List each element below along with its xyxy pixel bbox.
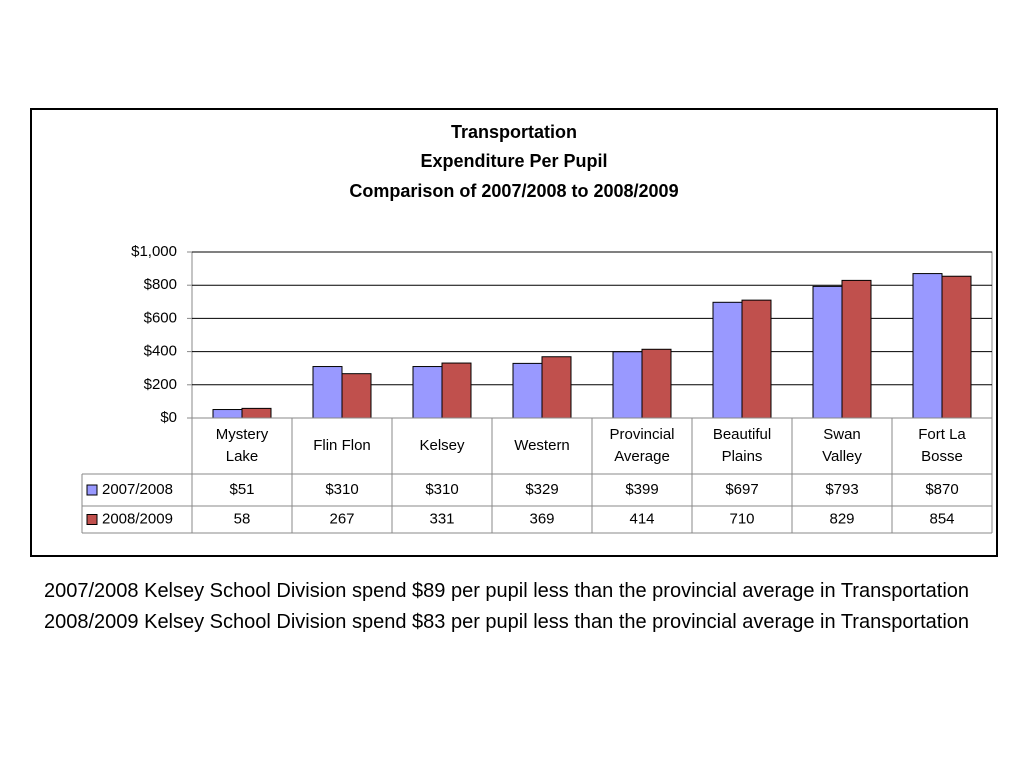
category-label-4-line-1: Western xyxy=(514,437,570,454)
chart-frame: Transportation Expenditure Per Pupil Compa… xyxy=(30,108,998,557)
table-cell-1-2: $310 xyxy=(325,481,358,498)
category-label-1-line-2: Lake xyxy=(226,448,259,465)
bar-1-3 xyxy=(412,366,443,419)
chart-svg: Transportation Expenditure Per Pupil Compa… xyxy=(81,122,993,534)
category-label-3-line-1: Kelsey xyxy=(419,437,465,454)
y-tick-label-0: $0 xyxy=(160,409,177,426)
y-tick-label-2: $400 xyxy=(144,343,177,360)
bar-2-1 xyxy=(241,407,272,419)
category-label-5-line-1: Provincial xyxy=(609,426,674,443)
table-cell-1-7: $793 xyxy=(825,481,858,498)
bar-1-1 xyxy=(212,409,243,419)
category-label-7-line-2: Valley xyxy=(822,448,862,465)
table-cell-1-3: $310 xyxy=(425,481,458,498)
chart-title-line-3: Comparison of 2007/2008 to 2008/2009 xyxy=(349,181,678,201)
y-tick-label-1: $200 xyxy=(144,376,177,393)
category-label-7-line-1: Swan xyxy=(823,426,861,443)
table-cell-1-4: $329 xyxy=(525,481,558,498)
legend-label-1: 2007/2008 xyxy=(102,481,173,498)
bar-2-5 xyxy=(641,348,672,419)
note-2007-2008: 2007/2008 Kelsey School Division spend $… xyxy=(44,580,970,602)
legend-swatch-1 xyxy=(86,484,98,496)
legend-label-2: 2008/2009 xyxy=(102,510,173,527)
category-label-8-line-1: Fort La xyxy=(918,426,966,443)
notes: 2007/2008 Kelsey School Division spend $… xyxy=(44,576,994,638)
chart-title-line-2: Expenditure Per Pupil xyxy=(420,151,607,171)
bar-2-4 xyxy=(541,356,572,419)
category-label-2-line-1: Flin Flon xyxy=(313,437,371,454)
bar-1-2 xyxy=(312,366,343,419)
bar-2-3 xyxy=(441,362,472,419)
bar-1-6 xyxy=(712,301,743,419)
category-label-6-line-1: Beautiful xyxy=(713,426,771,443)
table-cell-2-4: 369 xyxy=(529,510,554,527)
table-cell-1-8: $870 xyxy=(925,481,958,498)
table-cell-2-3: 331 xyxy=(429,510,454,527)
table-cell-1-1: $51 xyxy=(229,481,254,498)
category-label-5-line-2: Average xyxy=(614,448,670,465)
legend-swatch-2 xyxy=(86,514,98,525)
bar-2-8 xyxy=(941,275,972,419)
plot-area xyxy=(191,251,993,419)
note-2008-2009: 2008/2009 Kelsey School Division spend $… xyxy=(44,611,970,633)
bar-1-4 xyxy=(512,362,543,419)
bar-1-8 xyxy=(912,273,943,419)
y-tick-label-4: $800 xyxy=(144,276,177,293)
category-label-1-line-1: Mystery xyxy=(216,426,269,443)
table-cell-2-1: 58 xyxy=(234,510,251,527)
category-label-8-line-2: Bosse xyxy=(921,448,963,465)
table-cell-2-8: 854 xyxy=(929,510,954,527)
category-label-6-line-2: Plains xyxy=(722,448,763,465)
table-cell-2-5: 414 xyxy=(629,510,654,527)
bar-2-7 xyxy=(841,279,872,419)
bar-2-6 xyxy=(741,299,772,419)
table-cell-2-6: 710 xyxy=(729,510,754,527)
table-cell-2-7: 829 xyxy=(829,510,854,527)
table-cell-2-2: 267 xyxy=(329,510,354,527)
table-cell-1-5: $399 xyxy=(625,481,658,498)
chart-title-line-1: Transportation xyxy=(451,122,577,142)
bar-1-7 xyxy=(812,285,843,419)
bar-2-2 xyxy=(341,373,372,419)
y-tick-label-3: $600 xyxy=(144,309,177,326)
bar-1-5 xyxy=(612,351,643,419)
y-tick-label-5: $1,000 xyxy=(131,243,177,260)
table-cell-1-6: $697 xyxy=(725,481,758,498)
